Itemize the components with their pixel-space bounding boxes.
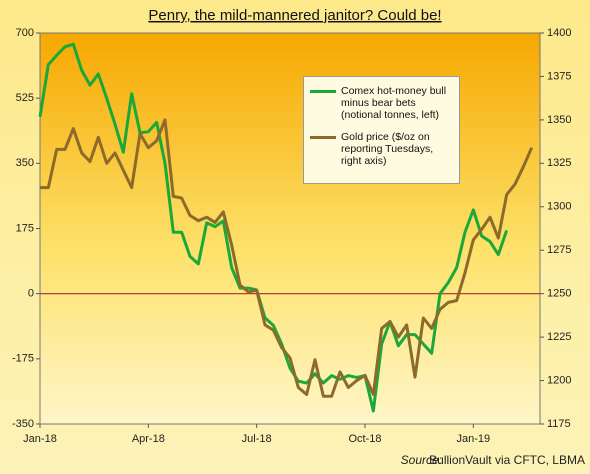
legend-item: Gold price ($/oz on reporting Tuesdays, … [310, 131, 453, 167]
y-tick-label: 0 [28, 288, 34, 300]
y-tick-label: 175 [16, 222, 34, 234]
legend-label: Comex hot-money bull minus bear bets (no… [341, 85, 447, 121]
series-line [38, 42, 509, 413]
legend-swatch [310, 90, 336, 93]
source-label: Source: [401, 453, 442, 467]
y2-tick-label: 1400 [547, 27, 571, 39]
chart-title: Penry, the mild-mannered janitor? Could … [148, 7, 441, 24]
y2-tick-label: 1300 [547, 201, 571, 213]
source: BullionVault via CFTC, LBMA [429, 453, 585, 467]
y-tick-label: -175 [12, 353, 34, 365]
series-line [40, 118, 534, 398]
legend-item: Comex hot-money bull minus bear bets (no… [310, 85, 453, 121]
y-tick-label: 700 [16, 27, 34, 39]
y2-tick-label: 1225 [547, 331, 571, 343]
x-tick-label: Jan-19 [457, 433, 491, 445]
y-tick-label: 350 [16, 157, 34, 169]
y2-tick-label: 1200 [547, 374, 571, 386]
y2-tick-label: 1375 [547, 70, 571, 82]
y2-tick-label: 1275 [547, 244, 571, 256]
y2-tick-label: 1250 [547, 288, 571, 300]
y2-tick-label: 1325 [547, 157, 571, 169]
y-tick-label: -350 [12, 418, 34, 430]
y2-tick-label: 1175 [547, 418, 571, 430]
legend: Comex hot-money bull minus bear bets (no… [303, 76, 460, 184]
y2-tick-label: 1350 [547, 114, 571, 126]
x-tick-label: Apr-18 [132, 433, 165, 445]
x-tick-label: Oct-18 [348, 433, 381, 445]
y-tick-label: 525 [16, 92, 34, 104]
legend-swatch [310, 136, 336, 139]
x-tick-label: Jan-18 [23, 433, 57, 445]
x-tick-label: Jul-18 [242, 433, 272, 445]
legend-label: Gold price ($/oz on reporting Tuesdays, … [341, 131, 434, 167]
